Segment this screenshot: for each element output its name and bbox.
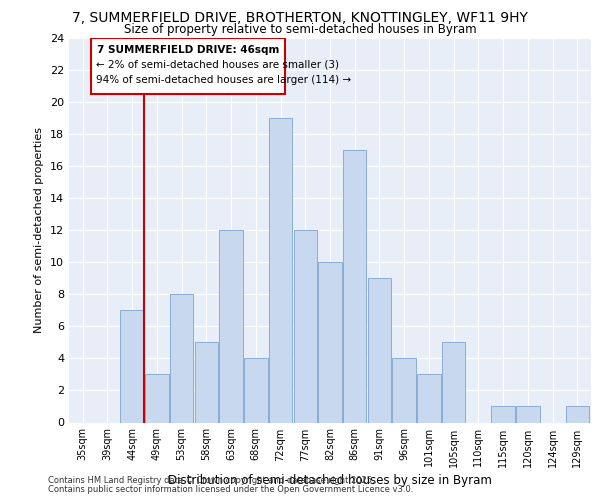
Bar xyxy=(121,310,144,422)
Bar xyxy=(219,230,243,422)
Text: ← 2% of semi-detached houses are smaller (3): ← 2% of semi-detached houses are smaller… xyxy=(96,59,339,69)
Text: 7 SUMMERFIELD DRIVE: 46sqm: 7 SUMMERFIELD DRIVE: 46sqm xyxy=(97,44,280,54)
Bar xyxy=(417,374,441,422)
Bar xyxy=(392,358,416,422)
X-axis label: Distribution of semi-detached houses by size in Byram: Distribution of semi-detached houses by … xyxy=(168,474,492,486)
Bar xyxy=(145,374,169,422)
Bar xyxy=(491,406,515,422)
Bar xyxy=(244,358,268,422)
Bar xyxy=(194,342,218,422)
Bar xyxy=(170,294,193,422)
Text: Size of property relative to semi-detached houses in Byram: Size of property relative to semi-detach… xyxy=(124,22,476,36)
Bar xyxy=(368,278,391,422)
Bar xyxy=(343,150,367,422)
Text: Contains public sector information licensed under the Open Government Licence v3: Contains public sector information licen… xyxy=(48,485,413,494)
Y-axis label: Number of semi-detached properties: Number of semi-detached properties xyxy=(34,127,44,333)
Bar xyxy=(91,38,286,94)
Text: 7, SUMMERFIELD DRIVE, BROTHERTON, KNOTTINGLEY, WF11 9HY: 7, SUMMERFIELD DRIVE, BROTHERTON, KNOTTI… xyxy=(72,11,528,25)
Bar xyxy=(566,406,589,422)
Text: 94% of semi-detached houses are larger (114) →: 94% of semi-detached houses are larger (… xyxy=(96,75,352,85)
Bar xyxy=(442,342,466,422)
Bar xyxy=(293,230,317,422)
Text: Contains HM Land Registry data © Crown copyright and database right 2025.: Contains HM Land Registry data © Crown c… xyxy=(48,476,374,485)
Bar xyxy=(269,118,292,422)
Bar xyxy=(516,406,539,422)
Bar xyxy=(318,262,342,422)
